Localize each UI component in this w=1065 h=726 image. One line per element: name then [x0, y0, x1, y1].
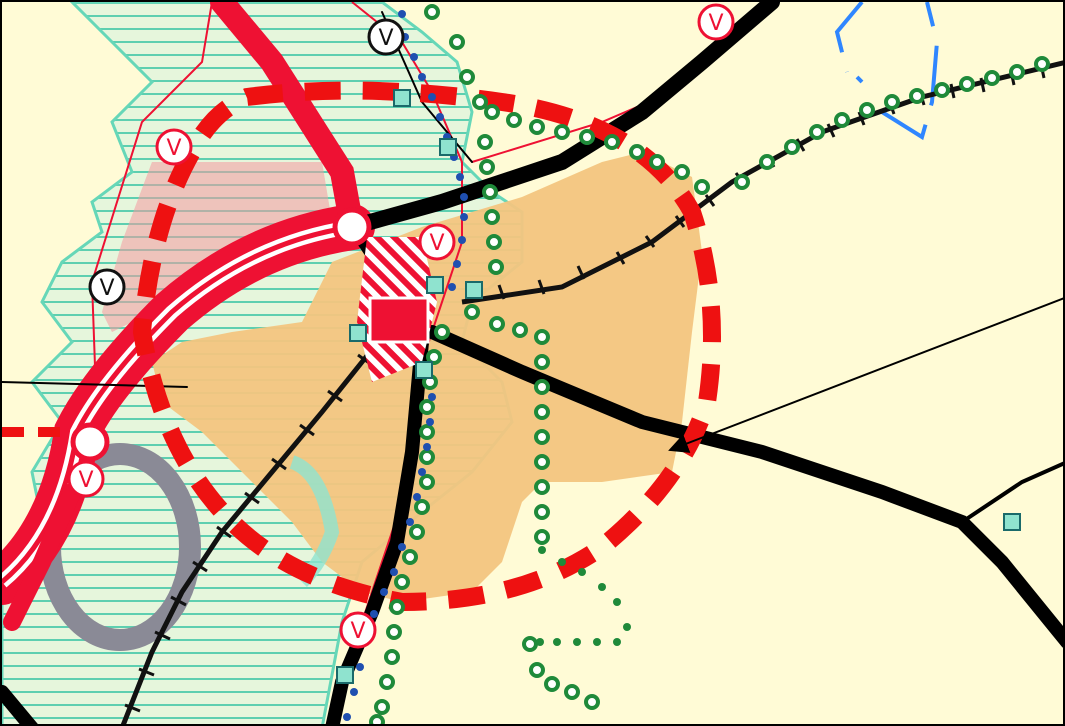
route-v-marker-icon: V [88, 268, 126, 306]
green-trail-dots [536, 546, 631, 646]
route-marker-label: V [166, 136, 181, 161]
green-trail-circles [369, 4, 1050, 724]
route-marker-label: V [429, 231, 444, 256]
teal-square-icon [336, 666, 354, 684]
route-marker-label: V [350, 619, 365, 644]
teal-square-icon [1003, 513, 1021, 531]
route-v-marker-icon: V [339, 611, 377, 649]
station-building-icon [368, 296, 430, 344]
route-v-marker-icon: V [67, 460, 105, 498]
route-markers: V V V V V V V [67, 3, 735, 649]
junction-circles [70, 207, 372, 462]
teal-square-icon [439, 138, 457, 156]
route-v-marker-icon: V [697, 3, 735, 41]
junction-circle-icon [70, 422, 110, 462]
teal-square-icon [349, 324, 367, 342]
water-feature [834, 2, 940, 141]
route-v-marker-icon: V [155, 128, 193, 166]
route-v-marker-icon: V [367, 18, 405, 56]
junction-circle-icon [332, 207, 372, 247]
railway-southwest [120, 310, 404, 724]
teal-square-icon [415, 361, 433, 379]
route-marker-label: V [99, 276, 114, 301]
teal-square-icon [393, 89, 411, 107]
route-marker-label: V [378, 26, 393, 51]
radius-circle [132, 81, 721, 612]
highway [2, 2, 375, 631]
teal-square-symbols [336, 89, 1021, 684]
teal-square-icon [465, 281, 483, 299]
leader-arrow [668, 297, 1063, 453]
blue-dotted-line [343, 10, 468, 721]
route-marker-label: V [78, 468, 93, 493]
route-marker-label: V [708, 11, 723, 36]
route-v-marker-icon: V [418, 223, 456, 261]
teal-square-icon [426, 276, 444, 294]
boundary-line [90, 2, 213, 423]
